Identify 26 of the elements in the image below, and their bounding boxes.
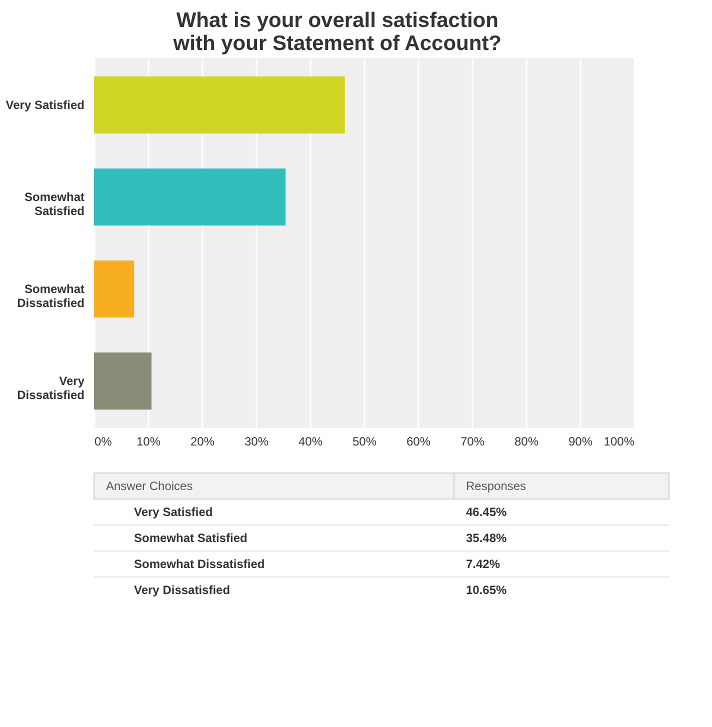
x-tick-label: 90% [568,434,593,448]
category-label: Very Satisfied [134,505,213,519]
x-tick-label: 80% [514,434,539,448]
x-tick-label: 60% [406,434,431,448]
x-tick-label: 10% [136,434,161,448]
x-tick-label: 100% [604,434,635,448]
text: Responses [466,479,526,493]
text: Answer Choices [106,479,193,493]
y-tick-label: Very Dissatisfied [17,374,85,402]
text: 46.45% [466,505,508,519]
category-label: Very Dissatisfied [134,583,230,597]
category-label: Somewhat Dissatisfied [134,557,265,571]
x-tick-label: 30% [244,434,269,448]
x-tick-label: 20% [190,434,215,448]
text: 35.48% [466,531,508,545]
x-tick-label: 50% [352,434,377,448]
text: 7.42% [466,557,500,571]
x-tick-label: 70% [460,434,485,448]
x-tick-label: 0% [94,434,112,448]
text: 10.65% [466,583,508,597]
x-tick-label: 40% [298,434,323,448]
chart-title: What is your overall satisfaction with your Statement of Account? [172,9,502,55]
y-tick-label: Very Satisfied [6,98,84,112]
y-tick-label: Somewhat Dissatisfied [17,282,84,310]
y-tick-label: Somewhat Satisfied [24,190,84,218]
category-label: Somewhat Satisfied [134,531,248,545]
